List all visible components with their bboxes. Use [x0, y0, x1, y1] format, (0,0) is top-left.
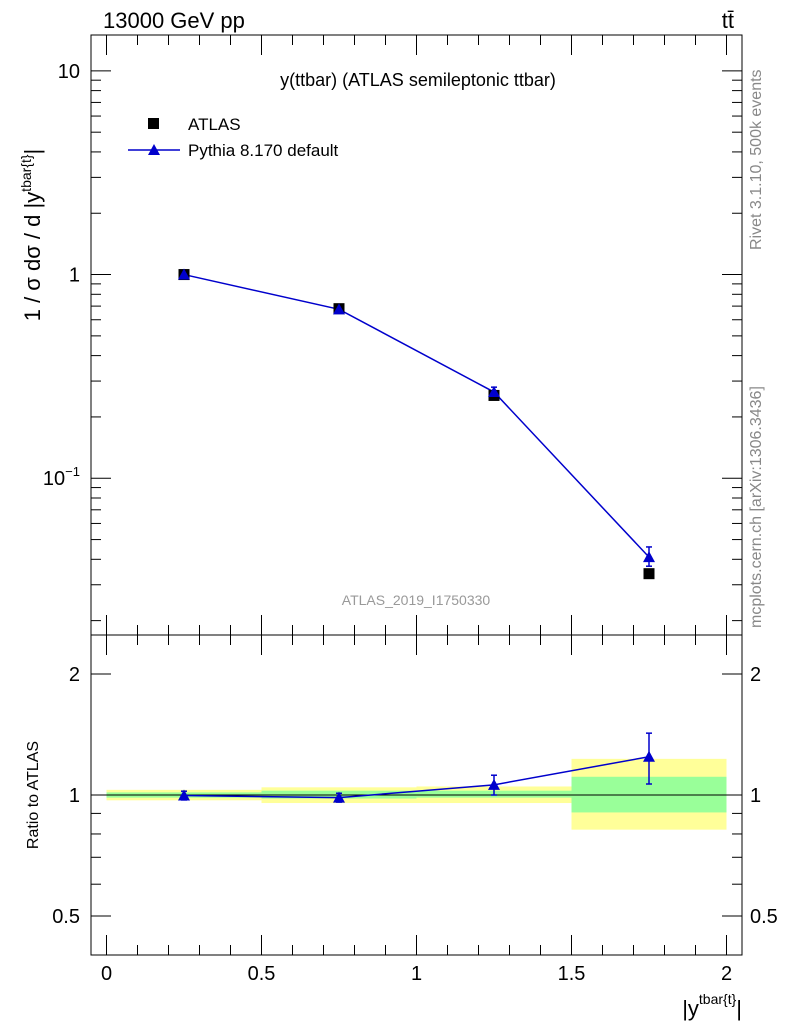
- legend-label-data: ATLAS: [188, 115, 241, 134]
- data-point-mc: [488, 386, 500, 398]
- x-tick-label: 2: [721, 963, 732, 985]
- y-tick-label: 10: [58, 61, 80, 83]
- data-point-atlas: [643, 568, 655, 580]
- ratio-y-tick-label-right: 2: [750, 664, 761, 686]
- ratio-point: [178, 789, 190, 801]
- series-line-mc: [183, 273, 650, 558]
- x-tick-label: 0.5: [248, 963, 276, 985]
- chart-title: y(ttbar) (ATLAS semileptonic ttbar): [280, 70, 556, 90]
- mcplots-label: mcplots.cern.ch [arXiv:1306.3436]: [748, 386, 765, 628]
- x-tick-label: 1.5: [558, 963, 586, 985]
- y-tick-label: 1: [69, 265, 80, 287]
- ratio-y-tick-label-right: 0.5: [750, 906, 778, 928]
- ratio-panel: 0.5 0.5 1 1 2 2 0 0.5 1 1.5 2 Ratio to ATLAS |ytbar{…: [25, 634, 778, 1021]
- ratio-y-tick-label-right: 1: [750, 785, 761, 807]
- ratio-series-line: [183, 755, 650, 799]
- header-final-state: tt̄: [722, 8, 734, 33]
- ratio-point: [488, 778, 500, 790]
- legend-label-mc: Pythia 8.170 default: [188, 141, 339, 160]
- legend-marker-mc: [148, 144, 160, 155]
- ratio-point: [643, 750, 655, 762]
- main-panel: 10 1 10−1 1 / σ dσ / d |ytbar{t}| y(ttbar) (…: [18, 34, 743, 636]
- ratio-point: [333, 791, 345, 803]
- ratio-y-axis-label: Ratio to ATLAS: [25, 741, 42, 849]
- ratio-y-tick-label: 0.5: [52, 906, 80, 928]
- y-tick-label: 10−1: [43, 464, 80, 490]
- analysis-watermark: ATLAS_2019_I1750330: [342, 592, 491, 608]
- rivet-label: Rivet 3.1.10, 500k events: [748, 69, 765, 250]
- y-axis-label: 1 / σ dσ / d |ytbar{t}|: [18, 149, 45, 322]
- data-point-mc: [643, 551, 655, 563]
- header-process: 13000 GeV pp: [103, 8, 245, 33]
- ratio-y-tick-label: 2: [69, 664, 80, 686]
- data-point-mc: [333, 303, 345, 315]
- legend-marker-data: [148, 118, 159, 129]
- data-point-mc: [178, 268, 190, 280]
- x-tick-label: 0: [101, 963, 112, 985]
- x-tick-label: 1: [411, 963, 422, 985]
- x-axis-label: |ytbar{t}|: [682, 991, 742, 1021]
- ratio-y-tick-label: 1: [69, 785, 80, 807]
